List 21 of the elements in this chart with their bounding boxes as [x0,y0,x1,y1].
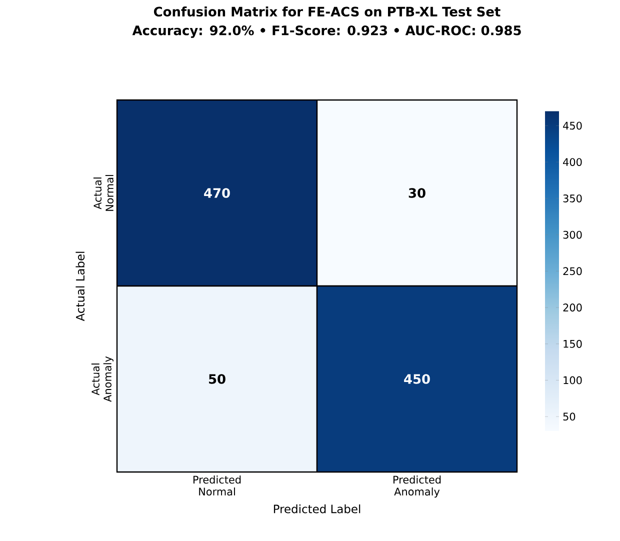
color-bar-label: 250 [563,267,582,276]
color-bar-label: 350 [563,194,582,202]
x-tick-label: Predicted Anomaly [393,476,441,498]
color-bar-label: 300 [563,230,582,239]
data-label: 30 [408,188,426,198]
color-bar-label: 200 [563,304,582,312]
data-label: 470 [204,188,230,198]
x-tick-label: Predicted Normal [193,476,241,496]
color-bar-label: 150 [564,340,582,348]
color-bar-label: 100 [564,376,582,384]
y-axis-title: Actual Label [76,252,85,322]
color-bar-label: 450 [563,122,582,130]
color-bar-label: 400 [563,158,582,166]
y-tick-label: Actual Anomaly [91,356,114,402]
chart-title: Confusion Matrix for FE-ACS on PTB-XL Test Set [154,6,500,17]
color-bar-label: 50 [563,412,576,421]
x-axis-title: Predicted Label [274,504,360,514]
y-tick-label: Actual Normal [93,175,114,211]
chart-subtitle: Accuracy: 92.0% • F1-Score: 0.923 • AUC-ROC: 0.985 [132,26,521,38]
data-label: 50 [208,374,226,384]
data-label: 450 [404,374,430,384]
